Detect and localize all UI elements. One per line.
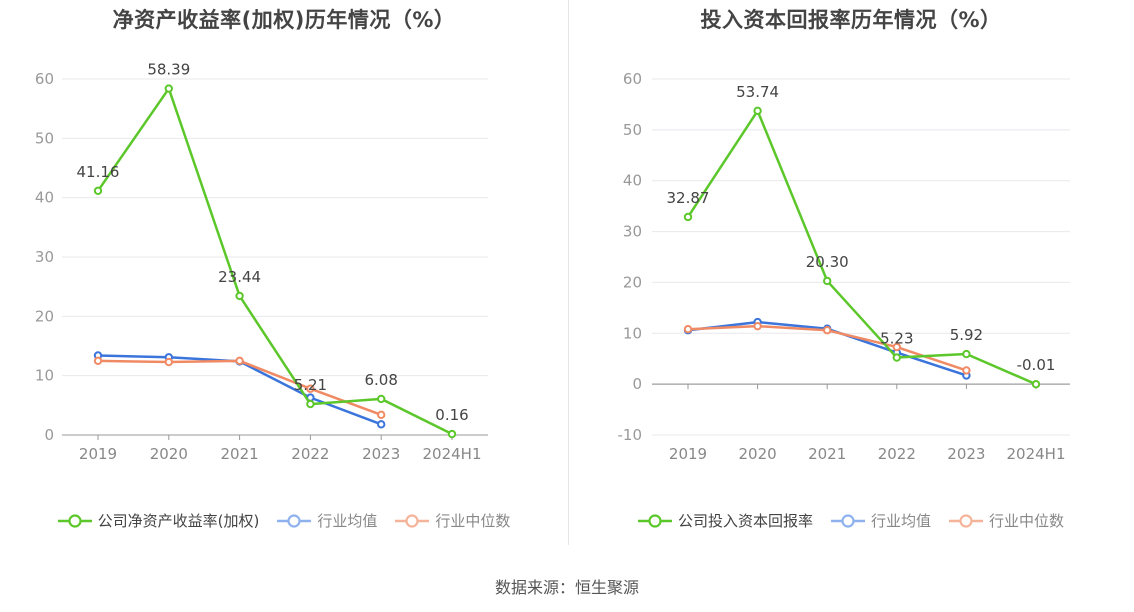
roe-legend-item-2[interactable]: 行业中位数 — [395, 510, 510, 531]
roic-data-point[interactable] — [683, 325, 693, 334]
roic-legend-item-2[interactable]: 行业中位数 — [949, 510, 1064, 531]
roic-data-point[interactable] — [892, 342, 901, 352]
roic-data-point[interactable] — [753, 321, 762, 331]
roic-chart-legend: 公司投入资本回报率 行业均值 行业中位数 — [568, 510, 1134, 531]
roe-data-point[interactable] — [235, 356, 244, 366]
roic-data-label: 5.92 — [950, 326, 983, 344]
roe-y-tick-label: 50 — [35, 129, 54, 147]
roe-x-tick-label: 2024H1 — [423, 445, 482, 463]
roe-legend-label: 行业中位数 — [435, 512, 511, 530]
roic-data-point[interactable] — [683, 212, 693, 222]
roe-data-point[interactable] — [235, 291, 244, 301]
roe-legend-label: 公司净资产收益率(加权) — [97, 512, 260, 530]
roe-y-tick-label: 60 — [35, 70, 54, 88]
roe-y-tick-label: 40 — [35, 189, 54, 207]
roic-chart-title: 投入资本回报率历年情况（%） — [700, 8, 1002, 32]
roe-x-tick-label: 2021 — [221, 445, 259, 463]
roic-x-tick-label: 2023 — [947, 445, 985, 463]
panel-divider — [568, 0, 569, 545]
roe-data-point[interactable] — [164, 84, 174, 93]
roe-data-point[interactable] — [164, 357, 174, 367]
roe-data-point[interactable] — [306, 399, 315, 409]
roic-data-point[interactable] — [962, 349, 971, 359]
roic-data-point[interactable] — [1031, 379, 1041, 389]
roe-data-label: 41.16 — [77, 163, 120, 181]
roe-y-tick-label: 0 — [44, 426, 54, 444]
roic-y-tick-label: 50 — [623, 121, 642, 139]
roe-data-point[interactable] — [447, 429, 457, 439]
roic-data-point[interactable] — [962, 366, 971, 375]
roe-data-point[interactable] — [306, 384, 315, 393]
legend-line-marker-icon — [395, 513, 430, 528]
roic-chart-panel: 投入资本回报率历年情况（%） -10 0 10 20 30 40 50 60 2019 2020 2… — [568, 0, 1134, 560]
roic-y-tick-label: -10 — [618, 426, 643, 444]
roe-data-label: 6.08 — [364, 371, 397, 389]
roic-x-tick-label: 2020 — [739, 445, 777, 463]
roe-series-line-1 — [97, 354, 382, 426]
roic-data-point[interactable] — [823, 276, 832, 286]
roe-data-point[interactable] — [93, 186, 103, 195]
roic-x-tick-label: 2019 — [669, 445, 707, 463]
roe-chart-title: 净资产收益率(加权)历年情况（%） — [112, 8, 456, 32]
roic-x-tick-label: 2021 — [808, 445, 846, 463]
roe-chart-legend: 公司净资产收益率(加权) 行业均值 行业中位数 — [0, 510, 568, 531]
roic-data-label: -0.01 — [1017, 356, 1056, 374]
roic-legend-item-1[interactable]: 行业均值 — [830, 510, 931, 531]
roic-y-tick-label: 60 — [623, 70, 642, 88]
roic-x-tick-label: 2022 — [878, 445, 916, 463]
roe-data-point[interactable] — [377, 420, 386, 429]
roe-data-point[interactable] — [93, 356, 103, 366]
roe-y-tick-label: 20 — [35, 307, 54, 325]
roe-data-label: 58.39 — [147, 61, 190, 79]
roic-y-tick-label: 30 — [623, 223, 642, 241]
roe-y-tick-label: 30 — [35, 248, 54, 266]
roe-y-tick-label: 10 — [35, 367, 54, 385]
roe-data-label: 0.16 — [435, 406, 468, 424]
roic-chart-plot: -10 0 10 20 30 40 50 60 2019 2020 2021 2022 2023 2024… — [618, 70, 1070, 463]
roic-data-point[interactable] — [823, 326, 832, 335]
legend-line-marker-icon — [830, 513, 865, 528]
roe-x-tick-label: 2022 — [291, 445, 329, 463]
roic-y-tick-label: 10 — [623, 324, 642, 342]
legend-line-marker-icon — [277, 513, 312, 528]
roe-legend-label: 行业均值 — [317, 512, 378, 530]
legend-line-marker-icon — [57, 513, 92, 528]
roe-x-tick-label: 2020 — [150, 445, 188, 463]
roe-data-point[interactable] — [377, 394, 386, 404]
roic-legend-label: 公司投入资本回报率 — [677, 512, 813, 530]
roe-data-label: 5.21 — [294, 376, 327, 394]
roe-data-label: 23.44 — [218, 268, 261, 286]
roe-chart-plot: 0 10 20 30 40 50 60 2019 2020 2021 2022 2023 2024H1 4… — [35, 61, 488, 463]
roic-legend-label: 行业中位数 — [989, 512, 1065, 530]
roic-data-label: 53.74 — [736, 83, 779, 101]
roic-series-line-0 — [686, 109, 1037, 386]
roe-legend-item-1[interactable]: 行业均值 — [277, 510, 377, 531]
roic-legend-label: 行业均值 — [870, 512, 931, 530]
roic-data-point[interactable] — [892, 353, 901, 362]
roic-data-label: 20.30 — [806, 253, 849, 271]
data-source-note: 数据来源：恒生聚源 — [494, 578, 639, 597]
roe-x-tick-label: 2019 — [79, 445, 117, 463]
roe-x-tick-label: 2023 — [362, 445, 400, 463]
roe-series-line-0 — [96, 87, 453, 436]
roe-series-line-2 — [97, 359, 382, 416]
roic-y-tick-label: 40 — [623, 172, 642, 190]
roe-chart-panel: 净资产收益率(加权)历年情况（%） 0 10 20 30 40 50 60 2019 2020 2… — [0, 0, 568, 560]
roic-y-tick-label: 20 — [623, 273, 642, 291]
roic-y-tick-label: 0 — [632, 375, 642, 393]
roic-data-label: 5.23 — [880, 330, 913, 348]
roic-data-point[interactable] — [753, 106, 762, 116]
legend-line-marker-icon — [949, 513, 983, 528]
roic-x-tick-label: 2024H1 — [1007, 445, 1066, 463]
roe-legend-item-0[interactable]: 公司净资产收益率(加权) — [57, 510, 260, 531]
legend-line-marker-icon — [637, 513, 672, 528]
roic-legend-item-0[interactable]: 公司投入资本回报率 — [637, 510, 813, 531]
roe-data-point[interactable] — [377, 410, 386, 420]
roic-data-label: 32.87 — [667, 189, 710, 207]
